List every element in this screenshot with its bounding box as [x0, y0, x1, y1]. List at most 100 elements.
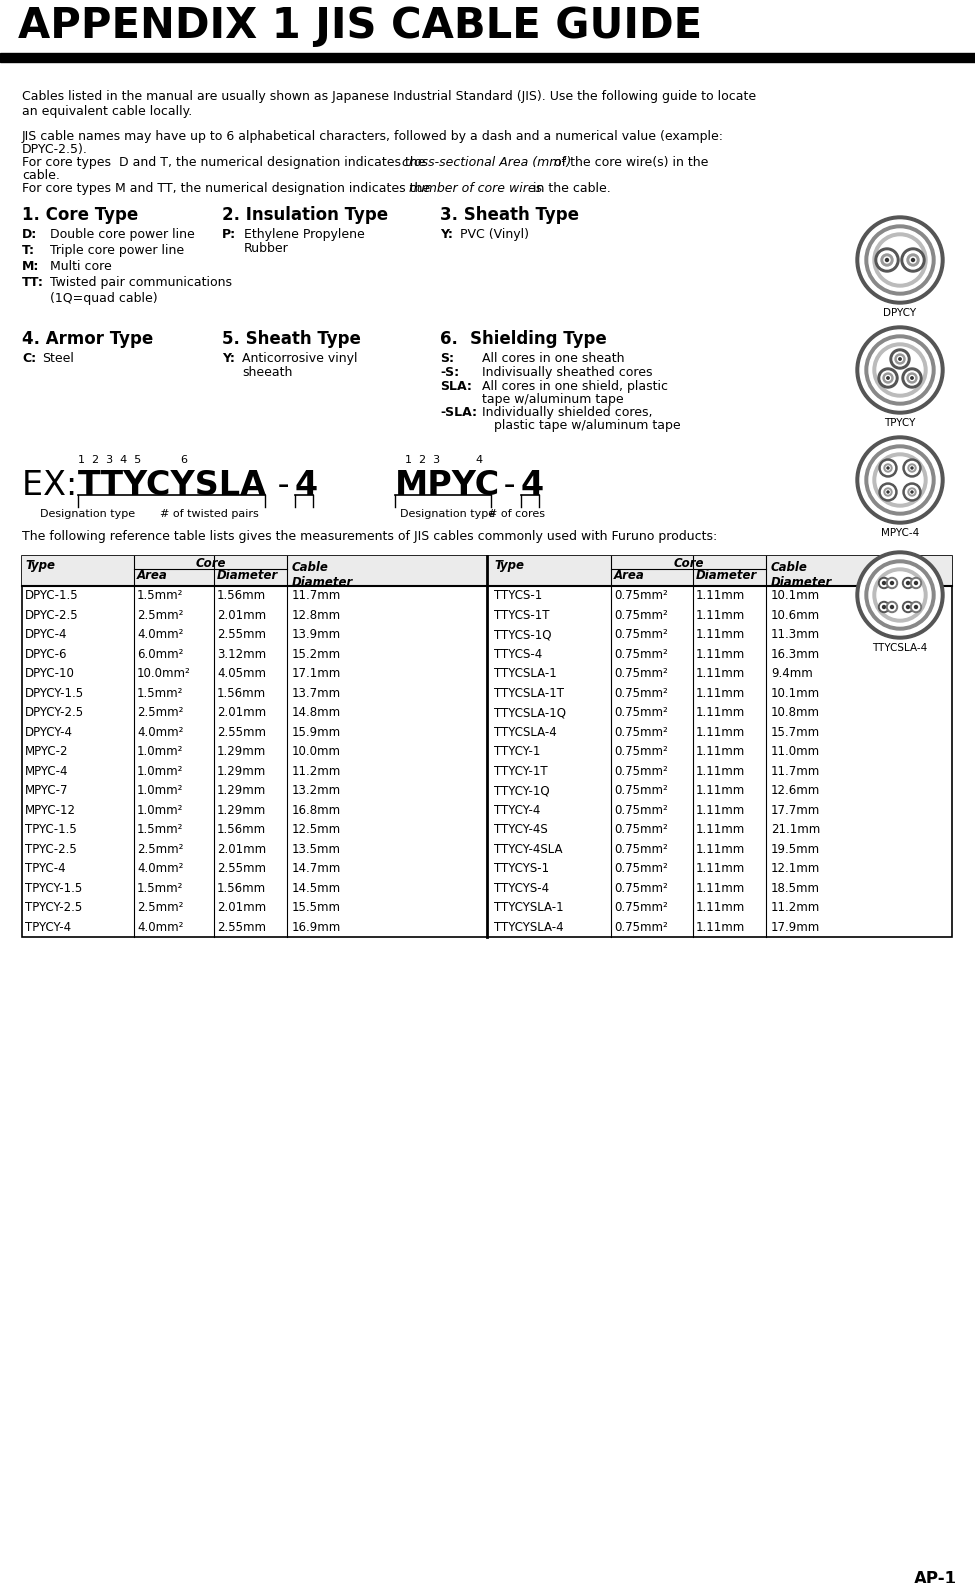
Text: (1Q=quad cable): (1Q=quad cable)	[50, 291, 158, 306]
Circle shape	[879, 459, 897, 476]
Bar	[0, 52, 975, 62]
Text: 17.1mm: 17.1mm	[292, 666, 341, 681]
Text: 13.2mm: 13.2mm	[292, 784, 341, 796]
Text: 21.1mm: 21.1mm	[771, 823, 820, 836]
Text: 11.2mm: 11.2mm	[292, 765, 341, 777]
Text: 0.75mm²: 0.75mm²	[614, 765, 668, 777]
Text: number of core wires: number of core wires	[409, 182, 542, 195]
Text: 0.75mm²: 0.75mm²	[614, 706, 668, 719]
Text: Indivisually sheathed cores: Indivisually sheathed cores	[482, 366, 652, 378]
Text: Core: Core	[674, 557, 704, 570]
Circle shape	[885, 258, 888, 261]
Text: The following reference table lists gives the measurements of JIS cables commonl: The following reference table lists give…	[22, 530, 718, 543]
Text: 0.75mm²: 0.75mm²	[614, 628, 668, 641]
Text: 2.5mm²: 2.5mm²	[137, 901, 183, 913]
Bar	[22, 556, 952, 586]
Text: 2.55mm: 2.55mm	[217, 863, 266, 875]
Text: 17.9mm: 17.9mm	[771, 920, 820, 934]
Text: 15.9mm: 15.9mm	[292, 725, 341, 739]
Circle shape	[908, 464, 916, 472]
Text: PVC (Vinyl): PVC (Vinyl)	[460, 228, 529, 241]
Circle shape	[865, 445, 935, 514]
Text: 1.0mm²: 1.0mm²	[137, 746, 183, 758]
Text: 10.0mm²: 10.0mm²	[137, 666, 191, 681]
Text: Shielding Type: Shielding Type	[470, 329, 606, 348]
Text: For core types M and TT, the numerical designation indicates the: For core types M and TT, the numerical d…	[22, 182, 434, 195]
Text: TTYCS-1T: TTYCS-1T	[494, 608, 550, 622]
Text: 0.75mm²: 0.75mm²	[614, 863, 668, 875]
Text: 0.75mm²: 0.75mm²	[614, 746, 668, 758]
Text: of the core wire(s) in the: of the core wire(s) in the	[550, 157, 709, 169]
Circle shape	[877, 571, 923, 617]
Text: Multi core: Multi core	[50, 260, 112, 272]
Text: 14.8mm: 14.8mm	[292, 706, 341, 719]
Text: All cores in one shield, plastic: All cores in one shield, plastic	[482, 380, 668, 393]
Text: 6: 6	[180, 454, 187, 465]
Text: TTYCSLA-4: TTYCSLA-4	[873, 643, 927, 654]
Text: 13.9mm: 13.9mm	[292, 628, 341, 641]
Circle shape	[884, 464, 892, 472]
Circle shape	[887, 377, 889, 380]
Text: 1.5mm²: 1.5mm²	[137, 882, 183, 894]
Text: Triple core power line: Triple core power line	[50, 244, 184, 256]
Text: 2.5mm²: 2.5mm²	[137, 706, 183, 719]
Circle shape	[902, 367, 922, 388]
Circle shape	[908, 488, 916, 495]
Text: DPYC-6: DPYC-6	[25, 647, 67, 660]
Text: TTYCS-4: TTYCS-4	[494, 647, 542, 660]
Text: 4: 4	[521, 469, 544, 502]
Text: Cable
Diameter: Cable Diameter	[771, 560, 833, 589]
Circle shape	[911, 467, 913, 469]
Text: 0.75mm²: 0.75mm²	[614, 842, 668, 855]
Circle shape	[878, 602, 889, 613]
Text: 2.55mm: 2.55mm	[217, 920, 266, 934]
Text: 0.75mm²: 0.75mm²	[614, 725, 668, 739]
Text: tape w/aluminum tape: tape w/aluminum tape	[482, 393, 624, 405]
Circle shape	[899, 358, 901, 361]
Text: TPYC-1.5: TPYC-1.5	[25, 823, 77, 836]
Text: 1.11mm: 1.11mm	[696, 804, 745, 817]
Circle shape	[856, 551, 944, 640]
Text: 1  2  3: 1 2 3	[405, 454, 440, 465]
Circle shape	[886, 578, 898, 589]
Text: 15.7mm: 15.7mm	[771, 725, 820, 739]
Circle shape	[890, 348, 910, 369]
Circle shape	[910, 375, 915, 380]
Text: TPYC-2.5: TPYC-2.5	[25, 842, 77, 855]
Circle shape	[869, 230, 931, 291]
Text: DPYCY-2.5: DPYCY-2.5	[25, 706, 84, 719]
Text: 16.9mm: 16.9mm	[292, 920, 341, 934]
Text: 13.7mm: 13.7mm	[292, 687, 341, 700]
Circle shape	[906, 486, 918, 499]
Circle shape	[860, 440, 940, 519]
Circle shape	[890, 606, 893, 608]
Bar	[22, 556, 952, 937]
Text: TTYCSLA-4: TTYCSLA-4	[494, 725, 557, 739]
Text: sheeath: sheeath	[242, 366, 292, 378]
Text: 1.29mm: 1.29mm	[217, 765, 266, 777]
Text: 11.0mm: 11.0mm	[771, 746, 820, 758]
Text: M:: M:	[22, 260, 39, 272]
Text: 1.11mm: 1.11mm	[696, 589, 745, 602]
Circle shape	[865, 336, 935, 405]
Text: TTYCSLA-1: TTYCSLA-1	[494, 666, 557, 681]
Text: 1.11mm: 1.11mm	[696, 706, 745, 719]
Circle shape	[888, 603, 895, 611]
Text: 1.11mm: 1.11mm	[696, 725, 745, 739]
Circle shape	[905, 603, 912, 611]
Text: 11.3mm: 11.3mm	[771, 628, 820, 641]
Text: 2.01mm: 2.01mm	[217, 706, 266, 719]
Text: Cables listed in the manual are usually shown as Japanese Industrial Standard (J: Cables listed in the manual are usually …	[22, 90, 757, 119]
Text: MPYC-4: MPYC-4	[880, 529, 919, 538]
Text: TTYCYS-1: TTYCYS-1	[494, 863, 549, 875]
Text: 0.75mm²: 0.75mm²	[614, 589, 668, 602]
Text: 1.29mm: 1.29mm	[217, 784, 266, 796]
Circle shape	[913, 579, 919, 586]
Text: TTYCSLA-1T: TTYCSLA-1T	[494, 687, 564, 700]
Text: 0.75mm²: 0.75mm²	[614, 608, 668, 622]
Text: Y:: Y:	[222, 351, 235, 366]
Text: TTYCY-4S: TTYCY-4S	[494, 823, 548, 836]
Text: 0.75mm²: 0.75mm²	[614, 901, 668, 913]
Text: TTYCY-4: TTYCY-4	[494, 804, 540, 817]
Text: SLA:: SLA:	[440, 380, 472, 393]
